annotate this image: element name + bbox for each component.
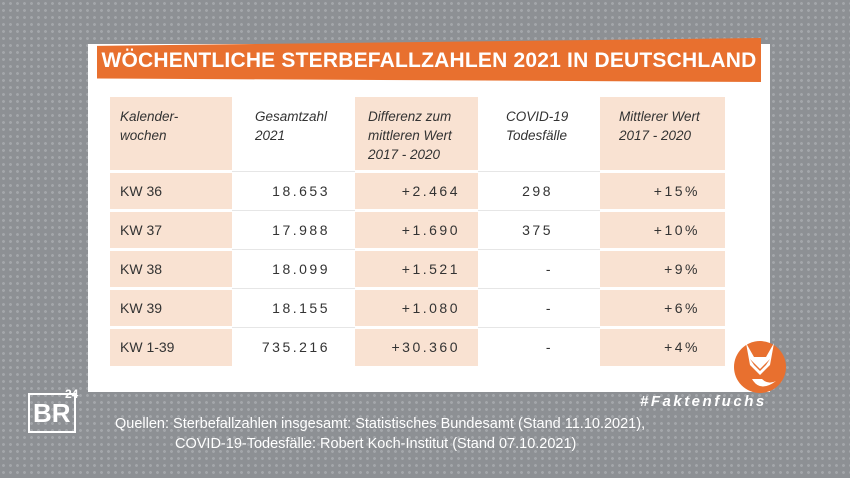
row-gap xyxy=(355,287,478,290)
table-cell: KW 39 xyxy=(120,300,163,316)
row-gap xyxy=(110,209,232,212)
logo-text: BR xyxy=(33,398,71,428)
table-cell: KW 1-39 xyxy=(120,339,175,355)
row-gap xyxy=(355,326,478,329)
title: WÖCHENTLICHE STERBEFALLZAHLEN 2021 IN DE… xyxy=(101,49,757,72)
table-cell: +15% xyxy=(653,183,700,199)
table-cell: KW 38 xyxy=(120,261,163,277)
header-cell: mittleren Wert xyxy=(368,128,452,143)
hashtag: #Faktenfuchs xyxy=(640,393,767,410)
table-cell: +1.521 xyxy=(401,261,460,277)
title-banner xyxy=(97,38,761,82)
table-cell: - xyxy=(545,300,553,316)
logo: BR 24 xyxy=(28,387,78,433)
header-cell: 2021 xyxy=(255,128,286,143)
table-cell: 735.216 xyxy=(261,339,330,355)
row-gap xyxy=(355,209,478,212)
table-cell: +9% xyxy=(664,261,700,277)
header-cell: Kalender- xyxy=(120,109,179,124)
table-cell: 18.653 xyxy=(272,183,330,199)
table-cell: +2.464 xyxy=(401,183,460,199)
table-cell: +30.360 xyxy=(391,339,460,355)
header-cell: COVID-19 xyxy=(506,109,569,124)
source-line: Quellen: Sterbefallzahlen insgesamt: Sta… xyxy=(115,416,646,432)
logo-sup: 24 xyxy=(65,387,79,401)
column-shade xyxy=(600,97,725,366)
row-gap xyxy=(110,287,232,290)
table-cell: +1.690 xyxy=(401,222,460,238)
table-cell: +4% xyxy=(664,339,700,355)
table-cell: KW 37 xyxy=(120,222,163,238)
header-cell: Gesamtzahl xyxy=(255,109,328,124)
row-gap xyxy=(600,209,725,212)
column-shade xyxy=(355,97,478,366)
row-gap xyxy=(600,248,725,251)
row-gap xyxy=(355,170,478,173)
table-cell: +6% xyxy=(664,300,700,316)
table-cell: - xyxy=(545,261,553,277)
header-cell: Differenz zum xyxy=(368,109,452,124)
row-gap xyxy=(355,248,478,251)
header-cell: 2017 - 2020 xyxy=(619,128,692,143)
row-gap xyxy=(600,287,725,290)
header-cell: Mittlerer Wert xyxy=(619,109,700,124)
table-cell: - xyxy=(545,339,553,355)
row-gap xyxy=(110,248,232,251)
row-gap xyxy=(110,326,232,329)
table-cell: 17.988 xyxy=(272,222,330,238)
row-gap xyxy=(110,170,232,173)
table-cell: 298 xyxy=(522,183,553,199)
row-gap xyxy=(600,170,725,173)
table-cell: 18.155 xyxy=(272,300,330,316)
source-line: COVID-19-Todesfälle: Robert Koch-Institu… xyxy=(175,436,577,452)
table-cell: 375 xyxy=(522,222,553,238)
table-cell: KW 36 xyxy=(120,183,163,199)
table-cell: +1.080 xyxy=(401,300,460,316)
table-cell: 18.099 xyxy=(272,261,330,277)
header-cell: wochen xyxy=(120,128,167,143)
row-gap xyxy=(600,326,725,329)
table-cell: +10% xyxy=(653,222,700,238)
fox-icon xyxy=(734,341,786,393)
header-cell: 2017 - 2020 xyxy=(368,147,441,162)
column-shade xyxy=(110,97,232,366)
header-cell: Todesfälle xyxy=(506,128,568,143)
